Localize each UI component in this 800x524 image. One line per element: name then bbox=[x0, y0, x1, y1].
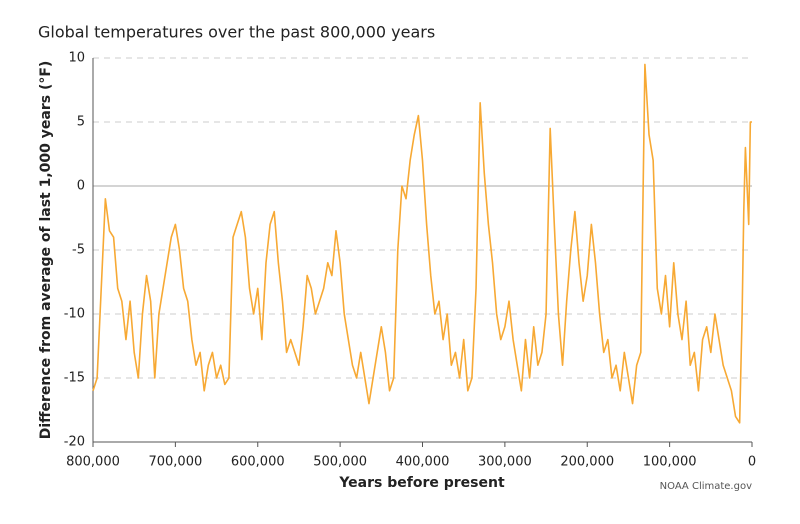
x-tick-label: 300,000 bbox=[478, 455, 532, 470]
y-tick-label: -15 bbox=[64, 371, 85, 386]
x-tick-label: 400,000 bbox=[396, 455, 450, 470]
x-tick-label: 0 bbox=[748, 455, 756, 470]
temperature-line bbox=[92, 63, 752, 424]
x-tick-label: 600,000 bbox=[231, 455, 285, 470]
x-tick-label: 500,000 bbox=[313, 455, 367, 470]
y-tick-label: -5 bbox=[72, 243, 85, 258]
x-axis-label: Years before present bbox=[338, 475, 505, 491]
x-tick-label: 100,000 bbox=[643, 455, 697, 470]
x-tick-label: 700,000 bbox=[148, 455, 202, 470]
y-axis-label: Difference from average of last 1,000 ye… bbox=[38, 61, 54, 440]
y-tick-label: 10 bbox=[68, 51, 85, 66]
chart-title: Global temperatures over the past 800,00… bbox=[38, 23, 435, 42]
y-tick-label: 5 bbox=[77, 115, 85, 130]
y-tick-label: -10 bbox=[64, 307, 85, 322]
y-tick-label: 0 bbox=[77, 179, 85, 194]
x-tick-label: 800,000 bbox=[66, 455, 120, 470]
x-tick-label: 200,000 bbox=[560, 455, 614, 470]
source: NOAA Climate.gov bbox=[660, 481, 752, 492]
y-tick-label: -20 bbox=[64, 435, 85, 450]
